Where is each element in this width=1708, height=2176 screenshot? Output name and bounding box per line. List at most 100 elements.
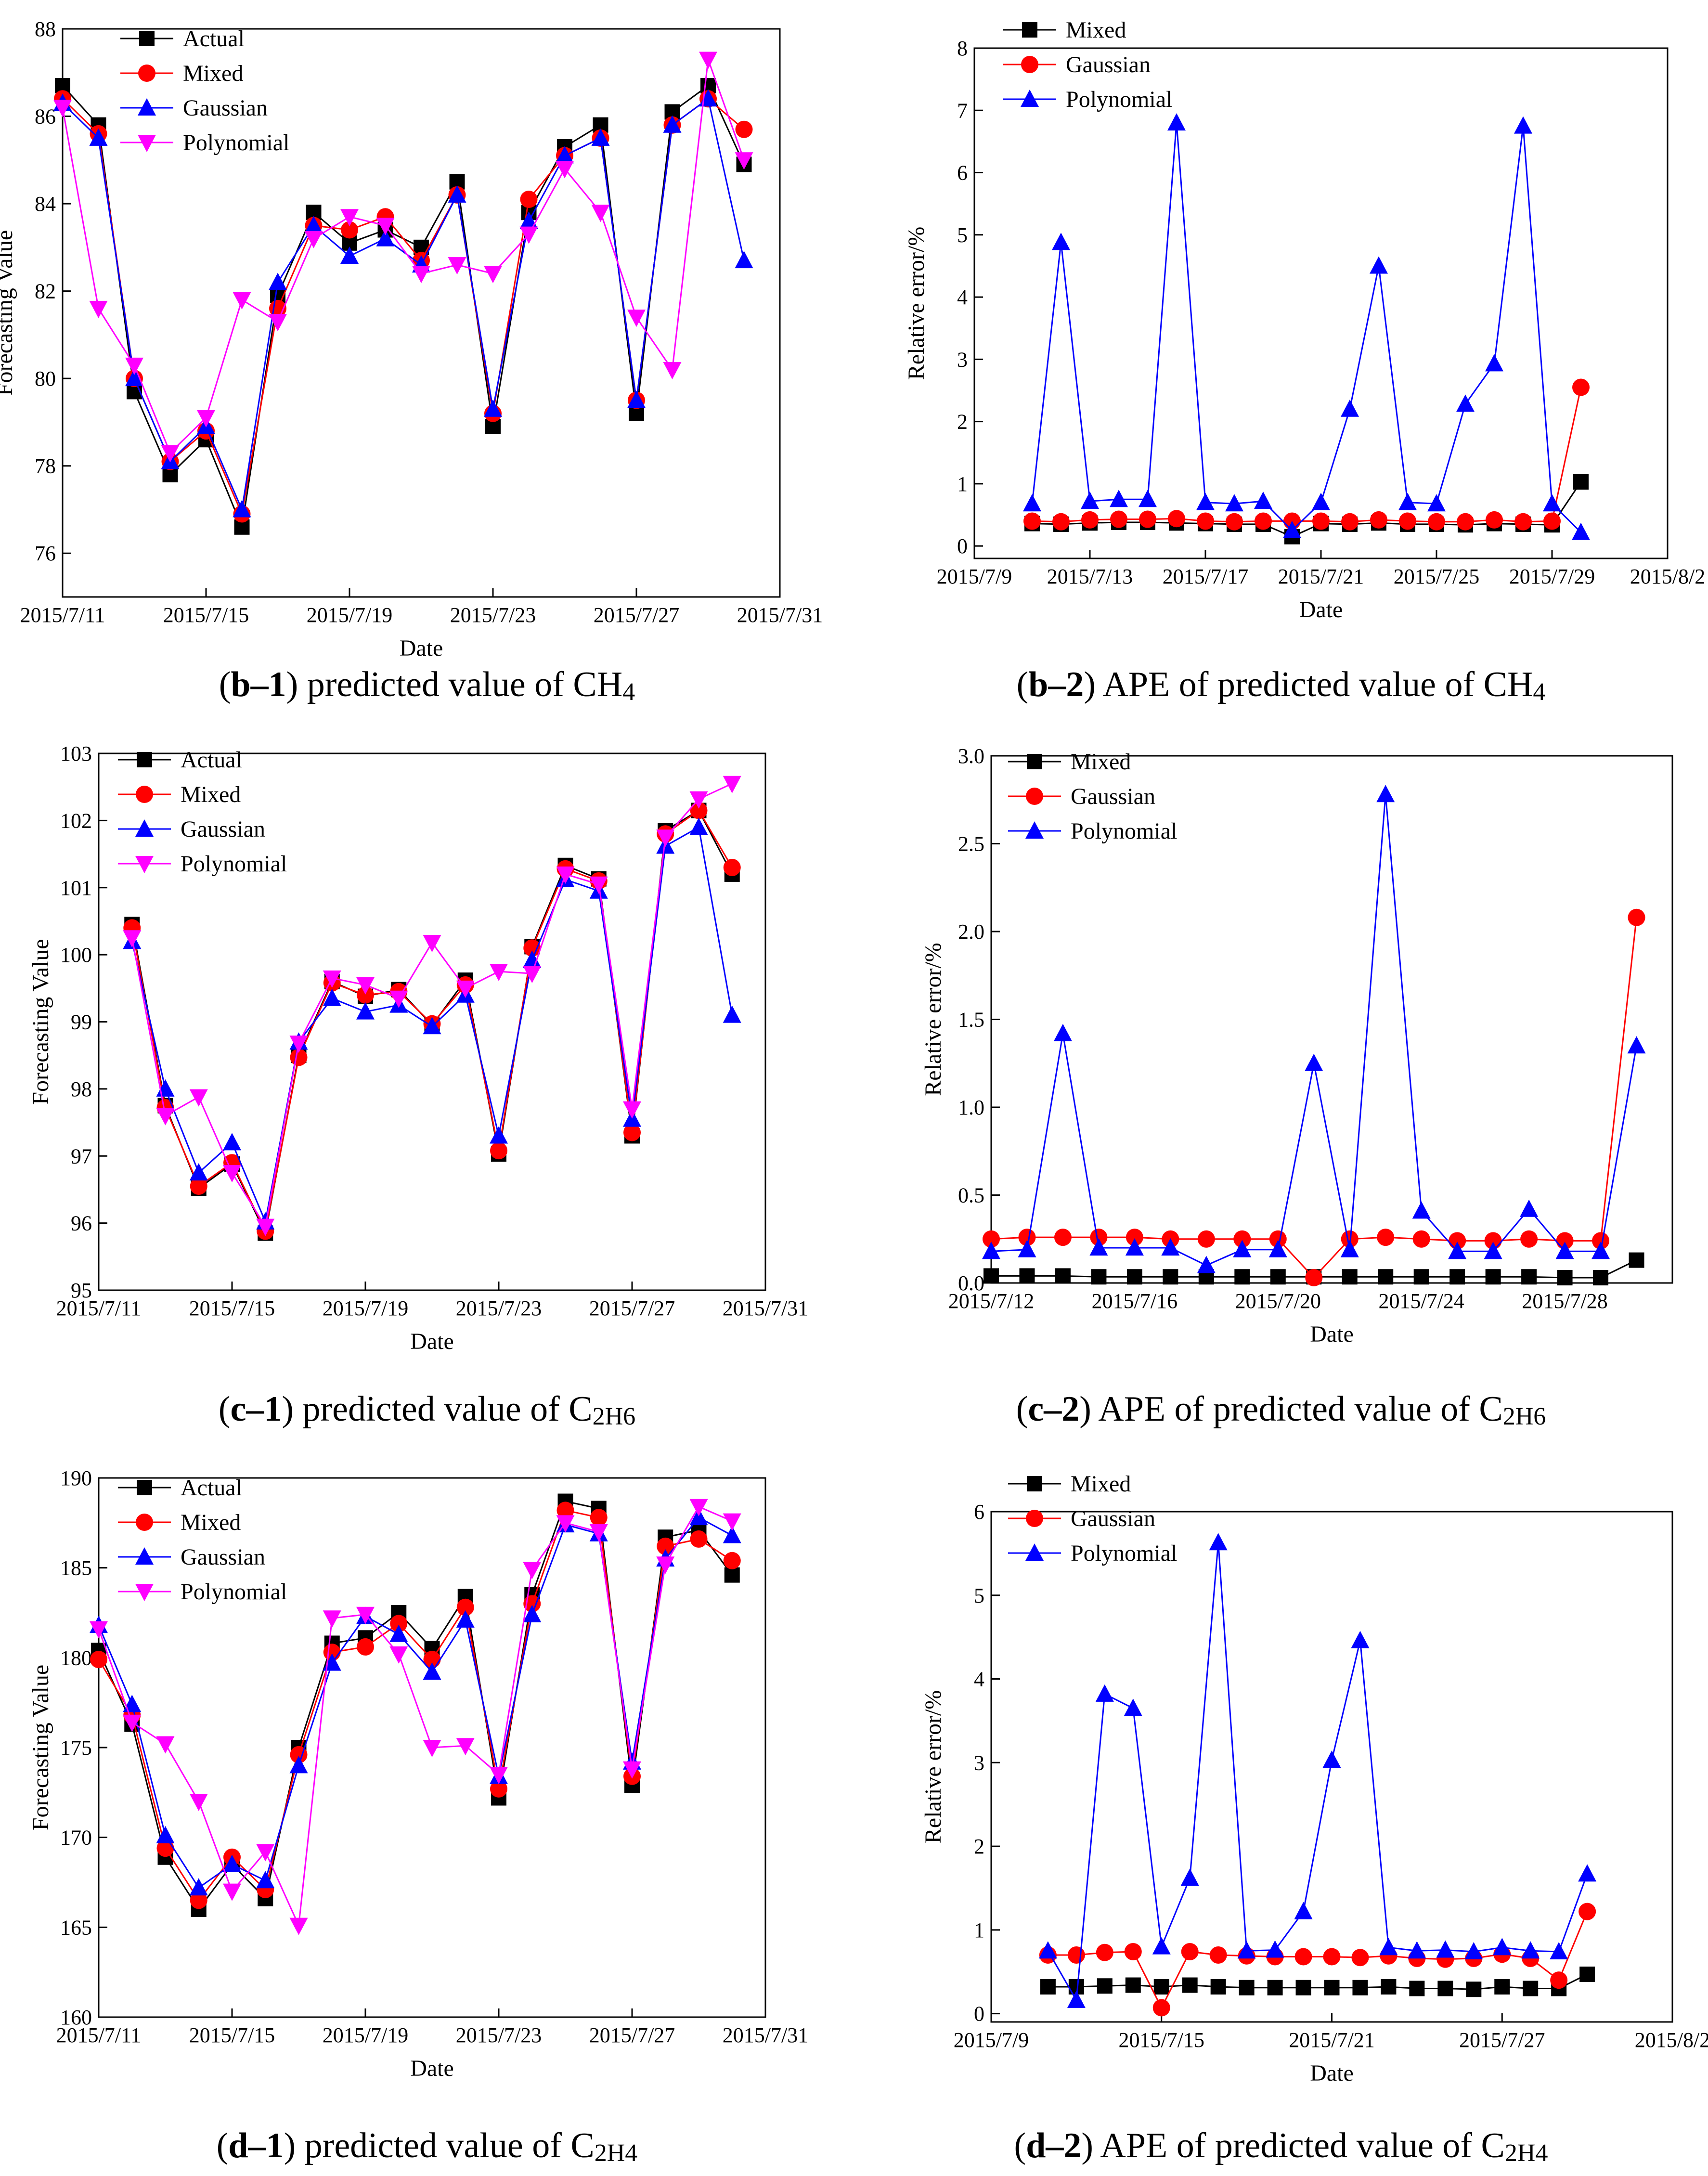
data-point xyxy=(1254,492,1272,509)
data-point xyxy=(1019,1268,1035,1284)
data-point xyxy=(523,1562,542,1580)
series-polynomial xyxy=(90,1499,741,1935)
legend-label: Gaussian xyxy=(183,95,268,121)
legend-marker xyxy=(1027,1476,1042,1491)
legend-label: Mixed xyxy=(1071,1471,1131,1497)
data-point xyxy=(156,1108,175,1126)
series-gaussian xyxy=(1023,378,1590,531)
series-polynomial xyxy=(1023,113,1590,540)
data-point xyxy=(1448,1242,1467,1259)
y-tick-label: 1.0 xyxy=(958,1096,984,1119)
data-point xyxy=(1436,1940,1455,1958)
data-point xyxy=(1153,1979,1169,1995)
data-point xyxy=(1579,1966,1595,1982)
y-axis-label: Relative error/% xyxy=(920,943,946,1096)
data-point xyxy=(590,1509,608,1527)
data-point xyxy=(1167,113,1186,131)
legend-label: Polynomial xyxy=(1066,87,1172,112)
series-gaussian xyxy=(1039,1903,1596,2017)
data-point xyxy=(723,1526,741,1543)
legend-label: Gaussian xyxy=(181,1544,265,1570)
data-point xyxy=(1126,1269,1142,1285)
data-point xyxy=(735,152,753,170)
data-point xyxy=(1555,1242,1574,1259)
series-gaussian xyxy=(53,89,753,518)
data-point xyxy=(1067,1990,1086,2008)
data-point xyxy=(1125,1238,1144,1256)
x-tick-label: 2015/8/2 xyxy=(1635,2028,1708,2052)
data-point xyxy=(556,146,574,164)
data-point xyxy=(1378,1269,1394,1285)
data-point xyxy=(1579,1903,1596,1920)
y-axis-label: Forecasting Value xyxy=(28,939,53,1104)
x-tick-label: 2015/7/11 xyxy=(56,1296,142,1320)
data-point xyxy=(1593,1270,1609,1286)
chart-c2: 2015/7/12 2015/7/16 2015/7/20 2015/7/24 2015… xyxy=(920,744,1673,1347)
caption-sub: 2H4 xyxy=(594,2139,638,2167)
data-point xyxy=(490,1126,508,1144)
x-tick-label: 2015/7/31 xyxy=(723,2023,808,2047)
data-point xyxy=(656,1556,675,1574)
caption-letter: c–2 xyxy=(1028,1389,1080,1429)
y-tick-label: 82 xyxy=(35,280,56,303)
x-axis-label: Date xyxy=(1299,597,1343,622)
y-tick-label: 6 xyxy=(974,1500,984,1524)
data-point xyxy=(689,1508,708,1526)
data-point xyxy=(1152,1999,1170,2017)
data-point xyxy=(1239,1980,1255,1995)
data-point xyxy=(123,1714,142,1732)
data-point xyxy=(1054,1229,1072,1246)
caption-text: ) predicted value of C xyxy=(284,2126,595,2165)
data-point xyxy=(1053,1023,1072,1041)
data-point xyxy=(1018,1229,1036,1246)
data-point xyxy=(1210,1979,1226,1995)
data-point xyxy=(1572,378,1590,396)
x-tick-label: 2015/8/2 xyxy=(1630,565,1705,588)
data-point xyxy=(663,362,682,379)
data-point xyxy=(423,935,441,953)
legend-marker xyxy=(135,1547,154,1565)
y-tick-label: 95 xyxy=(71,1279,92,1302)
y-tick-label: 175 xyxy=(60,1736,92,1760)
y-tick-label: 102 xyxy=(60,809,92,832)
data-point xyxy=(523,966,542,984)
legend-marker xyxy=(136,786,153,803)
data-point xyxy=(1324,1980,1340,1995)
data-point xyxy=(1352,1980,1368,1995)
data-point xyxy=(223,1165,241,1183)
series-actual xyxy=(55,78,752,535)
legend-label: Mixed xyxy=(181,1510,241,1535)
legend-label: Mixed xyxy=(1066,17,1126,43)
data-point xyxy=(490,963,508,981)
data-point xyxy=(53,100,72,117)
x-tick-label: 2015/7/15 xyxy=(189,2023,275,2047)
data-point xyxy=(1269,1230,1287,1248)
chart-b1: 2015/7/11 2015/7/15 2015/7/19 2015/7/23 2015… xyxy=(0,17,823,661)
data-point xyxy=(1110,510,1127,528)
y-tick-label: 96 xyxy=(71,1212,92,1235)
data-point xyxy=(1457,513,1474,531)
data-point xyxy=(389,1646,408,1664)
series-polynomial xyxy=(1038,1533,1597,2008)
data-point xyxy=(1139,490,1157,507)
y-tick-label: 0.0 xyxy=(958,1271,984,1295)
data-point xyxy=(1268,1240,1287,1257)
data-point xyxy=(156,1839,174,1857)
data-point xyxy=(456,1738,475,1756)
y-tick-label: 2.0 xyxy=(958,920,984,944)
data-point xyxy=(591,128,610,146)
data-point xyxy=(1124,1943,1142,1961)
data-point xyxy=(1270,1269,1286,1285)
y-tick-label: 80 xyxy=(35,367,56,390)
legend-marker xyxy=(138,98,156,116)
data-point xyxy=(1340,1240,1359,1257)
chart-panel-d2: 2015/7/9 2015/7/15 2015/7/21 2015/7/27 2015/… xyxy=(854,1449,1708,2176)
data-point xyxy=(1428,513,1445,531)
legend-label: Polynomial xyxy=(183,130,289,155)
data-point xyxy=(1266,1940,1284,1958)
caption-sub: 2H6 xyxy=(1502,1403,1546,1430)
data-point xyxy=(376,218,395,235)
data-point xyxy=(556,1502,574,1519)
data-point xyxy=(1226,513,1243,531)
data-point xyxy=(256,1871,275,1889)
